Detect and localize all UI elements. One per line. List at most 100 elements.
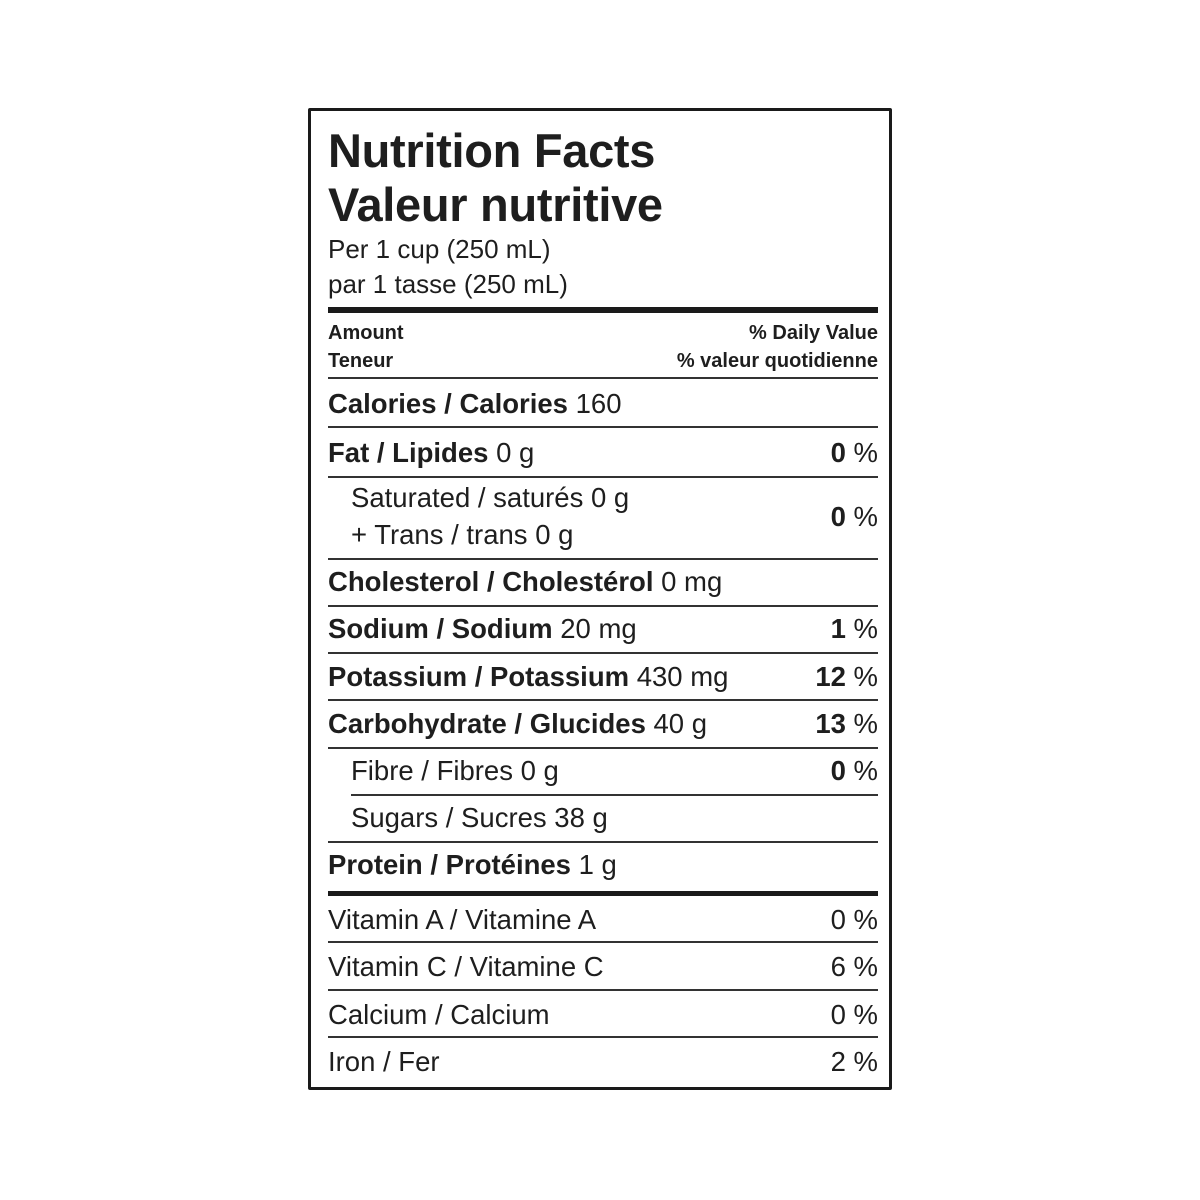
nutrient-amount: 430 mg bbox=[636, 661, 729, 692]
divider bbox=[328, 605, 878, 607]
vitamin-mineral-row: Calcium / Calcium 0 % bbox=[328, 1001, 878, 1029]
divider bbox=[328, 377, 878, 379]
daily-value-header-english: % Daily Value bbox=[749, 322, 878, 344]
daily-value-number: 1 bbox=[830, 613, 846, 644]
nutrient-row: Potassium / Potassium 430 mg 12 % bbox=[328, 663, 878, 691]
nutrient-row: Fibre / Fibres 0 g 0 % bbox=[328, 757, 878, 785]
nutrient-amount: 160 bbox=[575, 388, 622, 419]
nutrient-label: Sugars / Sucres 38 g bbox=[351, 804, 608, 832]
nutrient-amount: 38 g bbox=[554, 802, 608, 833]
daily-value-percent: 6 % bbox=[831, 953, 878, 981]
nutrient-label: Calories / Calories 160 bbox=[328, 390, 622, 418]
percent-sign: % bbox=[853, 904, 878, 935]
nutrient-amount: 0 g bbox=[591, 482, 630, 513]
daily-value-percent: 0 % bbox=[831, 503, 878, 531]
nutrient-row: Calories / Calories 160 bbox=[328, 390, 878, 418]
divider bbox=[328, 652, 878, 654]
divider bbox=[328, 476, 878, 478]
divider bbox=[328, 1036, 878, 1038]
nutrient-label: Sodium / Sodium 20 mg bbox=[328, 615, 637, 643]
nutrient-name: Potassium / Potassium bbox=[328, 661, 630, 692]
nutrient-name: Calories / Calories bbox=[328, 388, 568, 419]
daily-value-number: 2 bbox=[830, 1046, 846, 1077]
percent-sign: % bbox=[853, 999, 878, 1030]
nutrient-name: Protein / Protéines bbox=[328, 849, 571, 880]
nutrient-row: Sugars / Sucres 38 g bbox=[328, 804, 878, 832]
percent-sign: % bbox=[853, 1046, 878, 1077]
nutrient-amount: 0 g bbox=[496, 437, 535, 468]
nutrient-amount: 20 mg bbox=[560, 613, 637, 644]
nutrient-label: Potassium / Potassium 430 mg bbox=[328, 663, 728, 691]
daily-value-percent: 0 % bbox=[831, 1001, 878, 1029]
daily-value-number: 0 bbox=[830, 904, 846, 935]
divider bbox=[328, 747, 878, 749]
nutrient-row: Cholesterol / Cholestérol 0 mg bbox=[328, 568, 878, 596]
nutrient-amount: 40 g bbox=[653, 708, 708, 739]
thick-divider bbox=[328, 307, 878, 313]
percent-sign: % bbox=[853, 437, 878, 468]
nutrient-name: + Trans / trans bbox=[351, 519, 528, 550]
nutrient-amount: 0 g bbox=[520, 755, 559, 786]
nutrient-label: Cholesterol / Cholestérol 0 mg bbox=[328, 568, 722, 596]
nutrient-name: Sugars / Sucres bbox=[351, 802, 547, 833]
vitamin-mineral-name: Iron / Fer bbox=[328, 1046, 440, 1077]
vitamin-mineral-name: Vitamin A / Vitamine A bbox=[328, 904, 597, 935]
divider bbox=[328, 941, 878, 943]
nutrient-label: Carbohydrate / Glucides 40 g bbox=[328, 710, 707, 738]
nutrient-label: Fat / Lipides 0 g bbox=[328, 439, 534, 467]
daily-value-percent: 0 % bbox=[831, 757, 878, 785]
divider bbox=[328, 426, 878, 428]
nutrient-row: Carbohydrate / Glucides 40 g 13 % bbox=[328, 710, 878, 738]
nutrient-name: Cholesterol / Cholestérol bbox=[328, 566, 654, 597]
nutrient-row-dv: 0 % bbox=[328, 503, 878, 531]
nutrient-name: Sodium / Sodium bbox=[328, 613, 553, 644]
daily-value-number: 0 bbox=[830, 501, 846, 532]
percent-sign: % bbox=[853, 613, 878, 644]
serving-size-english: Per 1 cup (250 mL) bbox=[328, 234, 551, 264]
divider bbox=[328, 841, 878, 843]
percent-sign: % bbox=[853, 951, 878, 982]
serving-size-french: par 1 tasse (250 mL) bbox=[328, 269, 568, 299]
divider bbox=[328, 558, 878, 560]
daily-value-percent: 1 % bbox=[831, 615, 878, 643]
daily-value-percent: 13 % bbox=[815, 710, 878, 738]
nutrient-name: Fibre / Fibres bbox=[351, 755, 513, 786]
nutrient-label: Saturated / saturés 0 g bbox=[351, 484, 629, 512]
daily-value-number: 0 bbox=[830, 437, 846, 468]
nutrient-label: Fibre / Fibres 0 g bbox=[351, 757, 559, 785]
amount-header-english: Amount bbox=[328, 322, 404, 344]
nutrient-amount: 0 mg bbox=[661, 566, 723, 597]
vitamin-mineral-name: Vitamin C / Vitamine C bbox=[328, 951, 604, 982]
vitamin-mineral-row: Vitamin C / Vitamine C 6 % bbox=[328, 953, 878, 981]
vitamin-mineral-row: Vitamin A / Vitamine A 0 % bbox=[328, 906, 878, 934]
nutrition-facts-label: Nutrition Facts Valeur nutritive Per 1 c… bbox=[308, 108, 892, 1090]
nutrient-label: Protein / Protéines 1 g bbox=[328, 851, 617, 879]
nutrient-row: + Trans / trans 0 g bbox=[328, 521, 878, 549]
percent-sign: % bbox=[853, 708, 878, 739]
daily-value-percent: 0 % bbox=[831, 439, 878, 467]
percent-sign: % bbox=[853, 661, 878, 692]
nutrient-row: Protein / Protéines 1 g bbox=[328, 851, 878, 879]
divider bbox=[328, 891, 878, 896]
vitamin-mineral-row: Iron / Fer 2 % bbox=[328, 1048, 878, 1076]
daily-value-number: 12 bbox=[815, 661, 846, 692]
amount-header-french: Teneur bbox=[328, 350, 394, 372]
divider bbox=[328, 699, 878, 701]
daily-value-number: 0 bbox=[830, 999, 846, 1030]
daily-value-number: 0 bbox=[830, 755, 846, 786]
percent-sign: % bbox=[853, 501, 878, 532]
nutrient-row: Sodium / Sodium 20 mg 1 % bbox=[328, 615, 878, 643]
daily-value-number: 13 bbox=[815, 708, 846, 739]
daily-value-percent: 12 % bbox=[815, 663, 878, 691]
title-english: Nutrition Facts bbox=[328, 124, 656, 177]
daily-value-number: 6 bbox=[830, 951, 846, 982]
vitamin-mineral-name: Calcium / Calcium bbox=[328, 999, 550, 1030]
daily-value-percent: 0 % bbox=[831, 906, 878, 934]
nutrient-name: Fat / Lipides bbox=[328, 437, 489, 468]
divider bbox=[328, 989, 878, 991]
title-french: Valeur nutritive bbox=[328, 178, 663, 231]
nutrient-name: Saturated / saturés bbox=[351, 482, 584, 513]
nutrient-amount: 1 g bbox=[578, 849, 617, 880]
nutrient-row: Fat / Lipides 0 g 0 % bbox=[328, 439, 878, 467]
nutrient-label: + Trans / trans 0 g bbox=[351, 521, 573, 549]
